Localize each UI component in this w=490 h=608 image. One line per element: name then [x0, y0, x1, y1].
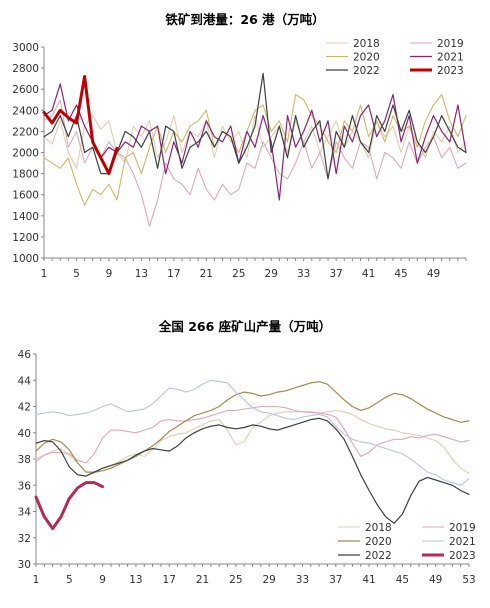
- x-tick-label: 41: [362, 268, 375, 280]
- y-tick-label: 2200: [12, 126, 39, 138]
- y-tick-label: 1200: [12, 232, 39, 244]
- x-tick-label: 41: [362, 574, 375, 586]
- legend-label-2020: 2020: [365, 536, 392, 548]
- series-line-2022: [35, 417, 470, 524]
- legend-label-2022: 2022: [365, 550, 392, 562]
- x-tick-label: 33: [297, 268, 310, 280]
- y-tick-label: 44: [18, 375, 32, 387]
- series-line-2023: [34, 481, 105, 531]
- x-tick-label: 49: [427, 268, 440, 280]
- x-tick-label: 17: [167, 268, 180, 280]
- y-tick-label: 2600: [12, 84, 39, 96]
- y-tick-label: 1000: [12, 253, 39, 265]
- x-tick-label: 33: [296, 574, 309, 586]
- x-tick-label: 9: [106, 268, 113, 280]
- y-tick-label: 1400: [12, 211, 39, 223]
- x-tick-label: 25: [229, 574, 242, 586]
- x-tick-label: 17: [163, 574, 176, 586]
- legend-label-2018: 2018: [365, 522, 392, 534]
- legend-label-2022: 2022: [353, 65, 380, 77]
- legend-label-2019: 2019: [449, 522, 476, 534]
- series-line-2021: [35, 379, 470, 486]
- y-tick-label: 1800: [12, 169, 39, 181]
- x-tick-label: 13: [129, 574, 142, 586]
- x-tick-label: 45: [396, 574, 409, 586]
- x-tick-label: 5: [73, 268, 80, 280]
- series-line-2018: [43, 115, 467, 169]
- legend-label-2018: 2018: [353, 38, 380, 50]
- chart-title: 全国 266 座矿山产量（万吨）: [158, 319, 331, 334]
- x-tick-label: 1: [41, 268, 48, 280]
- series-line-2019: [43, 99, 467, 227]
- x-tick-label: 9: [99, 574, 106, 586]
- legend-label-2021: 2021: [437, 52, 464, 64]
- legend-label-2019: 2019: [437, 38, 464, 50]
- x-tick-label: 37: [329, 574, 342, 586]
- series-line-2023: [42, 75, 119, 176]
- series-line-2021: [43, 83, 467, 201]
- x-tick-label: 25: [232, 268, 245, 280]
- x-tick-label: 29: [265, 268, 278, 280]
- x-tick-label: 49: [429, 574, 442, 586]
- y-tick-label: 3000: [12, 42, 39, 54]
- y-tick-label: 2800: [12, 63, 39, 75]
- x-tick-label: 29: [262, 574, 275, 586]
- y-tick-label: 40: [18, 428, 31, 440]
- x-tick-label: 21: [196, 574, 209, 586]
- y-tick-label: 2000: [12, 148, 39, 160]
- legend-label-2023: 2023: [437, 65, 464, 77]
- y-tick-label: 46: [18, 349, 32, 361]
- y-tick-label: 30: [18, 559, 31, 571]
- series-line-2020: [43, 93, 467, 206]
- x-tick-label: 53: [462, 574, 475, 586]
- y-tick-label: 32: [18, 533, 31, 545]
- x-tick-label: 13: [135, 268, 148, 280]
- legend-label-2021: 2021: [449, 536, 476, 548]
- y-tick-label: 34: [18, 507, 32, 519]
- legend-label-2020: 2020: [353, 52, 380, 64]
- series-line-2020: [35, 381, 470, 473]
- x-tick-label: 5: [66, 574, 73, 586]
- chart-title: 铁矿到港量：26 港（万吨）: [165, 12, 324, 27]
- x-tick-label: 45: [394, 268, 407, 280]
- x-tick-label: 21: [200, 268, 213, 280]
- y-tick-label: 2400: [12, 105, 39, 117]
- y-tick-label: 42: [18, 402, 31, 414]
- legend-label-2023: 2023: [449, 550, 476, 562]
- y-tick-label: 1600: [12, 190, 39, 202]
- y-tick-label: 36: [18, 480, 32, 492]
- x-tick-label: 37: [329, 268, 342, 280]
- x-tick-label: 1: [33, 574, 40, 586]
- y-tick-label: 38: [18, 454, 31, 466]
